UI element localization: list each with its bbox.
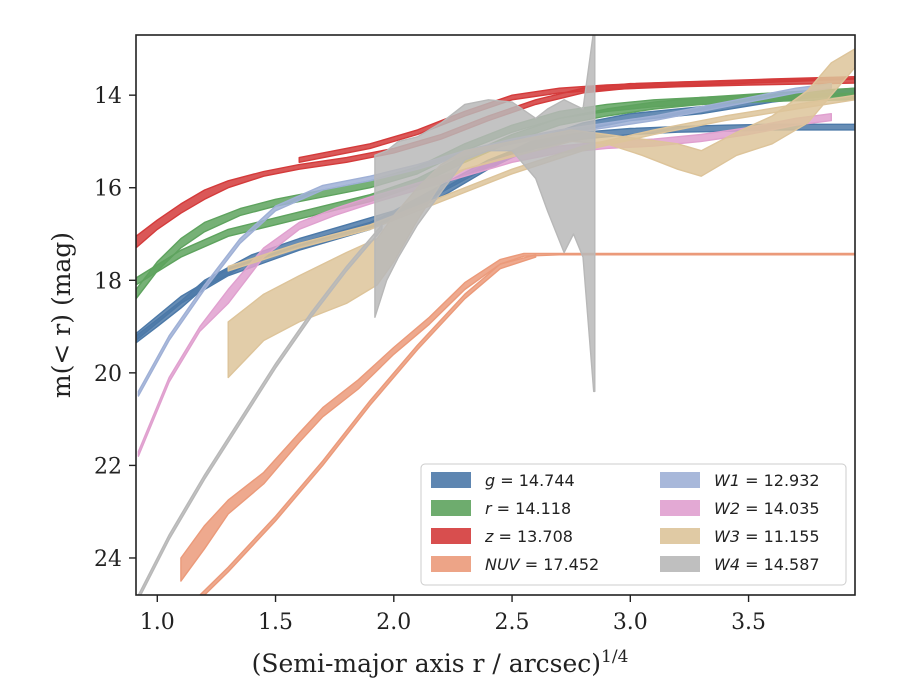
legend-swatch: [660, 500, 700, 516]
data-bands: [136, 35, 855, 595]
series-3-band-0: [180, 252, 855, 582]
x-tick-label: 1.0: [140, 610, 175, 635]
legend-swatch: [431, 500, 471, 516]
legend-swatch: [431, 556, 471, 572]
x-axis-label: (Semi-major axis r / arcsec)1/4: [252, 647, 629, 678]
y-tick-label: 24: [94, 547, 122, 572]
legend-label: g = 14.744: [485, 471, 575, 490]
y-tick-label: 14: [94, 84, 122, 109]
x-axis-label-text: (Semi-major axis r / arcsec): [252, 649, 601, 678]
y-tick-label: 16: [94, 177, 122, 202]
series-3-band-1: [199, 254, 537, 595]
legend-label: z = 13.708: [484, 527, 573, 546]
legend-label: r = 14.118: [485, 499, 571, 518]
x-tick-label: 3.0: [613, 610, 648, 635]
x-tick-label: 1.5: [258, 610, 293, 635]
legend-label: W1 = 12.932: [714, 471, 820, 490]
legend-label: NUV = 17.452: [485, 555, 599, 574]
legend-swatch: [431, 472, 471, 488]
series-5-band-0: [137, 112, 832, 457]
y-axis-label: m(< r) (mag): [47, 232, 76, 398]
legend-label: W2 = 14.035: [714, 499, 820, 518]
x-axis: 1.0 1.5 2.0 2.5 3.0 3.5: [140, 595, 766, 635]
legend-label: W4 = 14.587: [714, 555, 820, 574]
legend-frame: [420, 463, 847, 586]
plot-frame: [135, 34, 856, 596]
legend-swatch: [660, 528, 700, 544]
y-tick-label: 20: [94, 362, 122, 387]
legend: g = 14.744 r = 14.118 z = 13.708 NUV = 17.4…: [420, 463, 847, 586]
legend-swatch: [431, 528, 471, 544]
legend-swatch: [660, 556, 700, 572]
legend-label: W3 = 11.155: [714, 527, 820, 546]
x-tick-label: 2.5: [495, 610, 530, 635]
y-axis: 14 16 18 20 22 24: [94, 84, 136, 572]
series-2-band-0: [136, 75, 855, 249]
x-tick-label: 3.5: [731, 610, 766, 635]
y-tick-label: 22: [94, 454, 122, 479]
legend-swatch: [660, 472, 700, 488]
x-tick-label: 2.0: [376, 610, 411, 635]
series-7-band-0: [374, 35, 596, 393]
x-axis-label-exponent: 1/4: [601, 647, 628, 667]
series-7-band-1: [137, 224, 383, 595]
y-tick-label: 18: [94, 269, 122, 294]
